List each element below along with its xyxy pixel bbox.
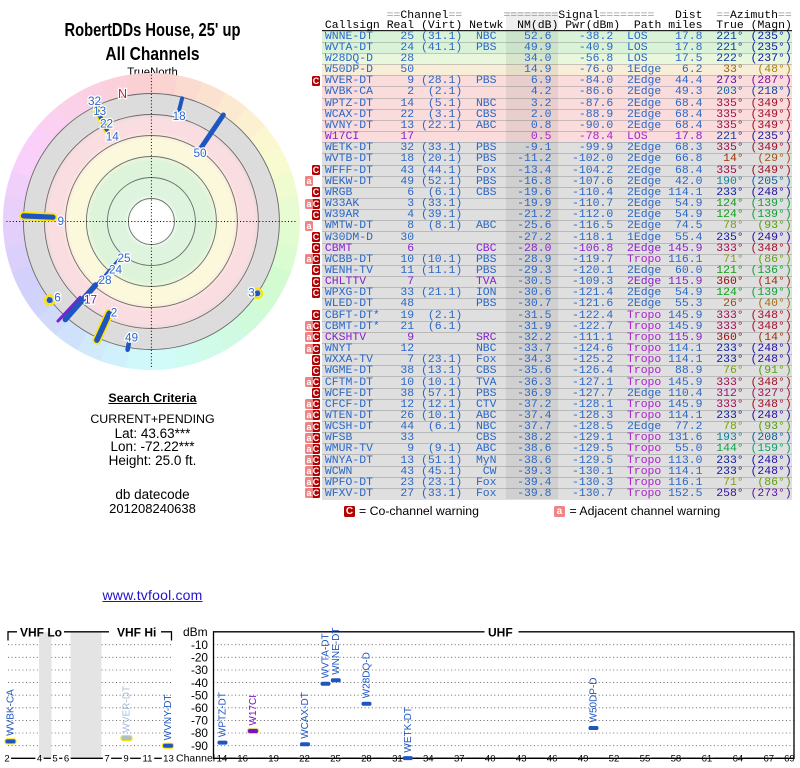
- svg-text:64: 64: [733, 754, 744, 765]
- svg-text:14: 14: [106, 129, 120, 143]
- svg-text:W28DQ-D: W28DQ-D: [362, 652, 373, 698]
- svg-text:49: 49: [578, 754, 589, 765]
- svg-text:61: 61: [702, 754, 713, 765]
- svg-text:25: 25: [330, 754, 341, 765]
- svg-text:32: 32: [88, 94, 101, 108]
- svg-text:6: 6: [54, 290, 61, 304]
- svg-text:-50: -50: [191, 688, 208, 702]
- svg-text:5: 5: [52, 754, 57, 765]
- svg-text:69: 69: [784, 754, 795, 765]
- svg-text:28: 28: [361, 754, 372, 765]
- svg-text:WVER-DT: WVER-DT: [122, 686, 133, 733]
- svg-text:2: 2: [4, 754, 9, 765]
- svg-text:55: 55: [640, 754, 651, 765]
- svg-text:-90: -90: [191, 739, 208, 753]
- svg-text:WPTZ-DT: WPTZ-DT: [218, 692, 229, 737]
- svg-text:-40: -40: [191, 676, 208, 690]
- svg-text:7: 7: [104, 754, 109, 765]
- svg-text:18: 18: [173, 109, 187, 123]
- svg-text:52: 52: [609, 754, 620, 765]
- svg-text:14: 14: [217, 754, 228, 765]
- svg-text:WVBK-CA: WVBK-CA: [6, 689, 17, 736]
- svg-text:34: 34: [423, 754, 434, 765]
- svg-text:dBm: dBm: [183, 625, 208, 639]
- svg-text:13: 13: [93, 104, 107, 118]
- svg-text:WETK-DT: WETK-DT: [403, 707, 414, 753]
- svg-text:-70: -70: [191, 714, 208, 728]
- svg-text:40: 40: [485, 754, 496, 765]
- svg-text:-30: -30: [191, 663, 208, 677]
- svg-text:Channel: Channel: [176, 753, 215, 765]
- svg-text:22: 22: [100, 117, 113, 131]
- svg-text:22: 22: [299, 754, 310, 765]
- svg-text:31: 31: [392, 754, 403, 765]
- svg-text:58: 58: [671, 754, 682, 765]
- svg-text:W50DP-D: W50DP-D: [589, 677, 600, 722]
- svg-text:3: 3: [248, 285, 255, 299]
- svg-text:WNNE-DT: WNNE-DT: [331, 628, 342, 675]
- svg-text:-10: -10: [191, 638, 208, 652]
- svg-text:11: 11: [143, 754, 153, 765]
- svg-text:49: 49: [125, 330, 138, 344]
- svg-text:46: 46: [547, 754, 558, 765]
- svg-text:UHF: UHF: [488, 626, 513, 640]
- svg-text:-80: -80: [191, 726, 208, 740]
- svg-text:-20: -20: [191, 651, 208, 665]
- svg-text:9: 9: [123, 754, 128, 765]
- svg-text:25: 25: [117, 251, 131, 265]
- svg-text:17: 17: [84, 292, 97, 306]
- svg-text:N: N: [118, 87, 127, 101]
- svg-text:67: 67: [763, 754, 774, 765]
- svg-text:VHF Hi: VHF Hi: [117, 626, 156, 640]
- svg-text:16: 16: [237, 754, 248, 765]
- svg-text:-60: -60: [191, 701, 208, 715]
- svg-text:6: 6: [64, 754, 69, 765]
- svg-text:13: 13: [163, 754, 174, 765]
- svg-text:2: 2: [111, 305, 118, 319]
- svg-text:43: 43: [516, 754, 527, 765]
- svg-text:W17CI: W17CI: [248, 695, 259, 726]
- svg-text:WCAX-DT: WCAX-DT: [300, 692, 311, 739]
- svg-text:WVNY-DT: WVNY-DT: [163, 694, 174, 740]
- svg-text:WVTA-DT: WVTA-DT: [321, 633, 332, 678]
- svg-text:24: 24: [109, 262, 123, 276]
- svg-text:4: 4: [37, 754, 43, 765]
- svg-text:19: 19: [268, 754, 279, 765]
- svg-text:9: 9: [58, 214, 65, 228]
- svg-text:37: 37: [454, 754, 465, 765]
- svg-text:VHF Lo: VHF Lo: [20, 626, 62, 640]
- svg-text:28: 28: [98, 273, 112, 287]
- svg-text:50: 50: [193, 146, 207, 160]
